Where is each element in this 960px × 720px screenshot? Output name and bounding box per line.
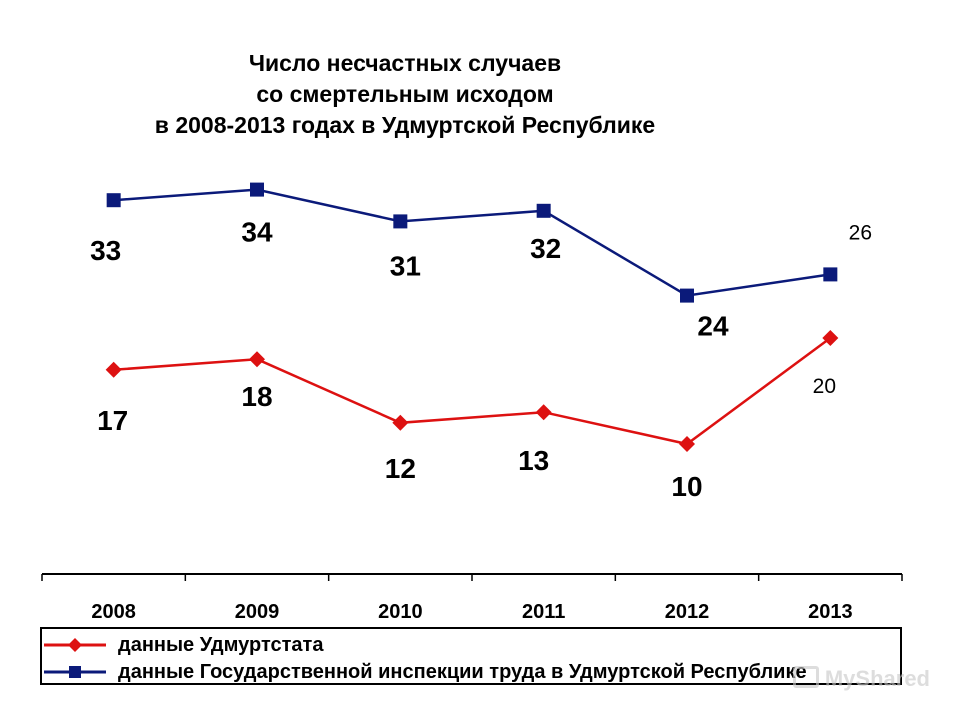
data-point-square: [823, 267, 838, 282]
chart-legend: [40, 627, 902, 685]
data-label: 31: [390, 250, 421, 281]
data-label: 33: [90, 235, 121, 266]
data-label: 20: [813, 375, 836, 398]
data-point-square: [106, 193, 121, 208]
data-point-diamond: [535, 404, 552, 421]
data-label: 34: [241, 217, 273, 248]
data-label: 24: [697, 311, 729, 342]
legend-label-udmurtstat: данные Удмуртстата: [118, 634, 324, 656]
watermark: MyShared: [792, 666, 930, 692]
square-marker-icon: [44, 666, 106, 678]
data-point-diamond: [105, 361, 122, 378]
data-label: 17: [97, 405, 128, 436]
title-line-2: со смертельным исходом: [256, 81, 554, 107]
x-tick-label: 2008: [91, 601, 136, 623]
x-tick-label: 2012: [665, 601, 710, 623]
series-line: [113, 188, 831, 297]
presentation-icon: [792, 666, 819, 688]
x-tick-label: 2011: [522, 601, 565, 623]
data-point-diamond: [822, 330, 839, 346]
data-label: 26: [849, 221, 872, 244]
data-point-square: [680, 288, 694, 303]
data-point-square: [536, 203, 551, 218]
data-label: 12: [385, 453, 416, 484]
data-label: 32: [530, 233, 561, 264]
data-label: 10: [671, 471, 702, 502]
series-line: [113, 336, 832, 446]
data-label: 18: [241, 381, 272, 412]
data-point-diamond: [249, 351, 265, 368]
title-line-3: в 2008-2013 годах в Удмуртской Республик…: [154, 112, 656, 138]
title-line-1: Число несчастных случаев: [248, 50, 562, 76]
data-point-square: [393, 214, 408, 229]
data-label: 13: [518, 445, 549, 476]
data-point-square: [250, 182, 264, 197]
diamond-marker-icon: [44, 638, 106, 652]
data-point-diamond: [679, 436, 695, 452]
data-point-diamond: [392, 414, 409, 431]
x-tick-label: 2013: [808, 601, 853, 623]
watermark-text: MyShared: [824, 666, 930, 691]
chart-title: Число несчастных случаев со смертельным …: [105, 48, 705, 141]
x-tick-label: 2009: [235, 601, 280, 623]
x-tick-label: 2010: [378, 601, 423, 623]
legend-label-inspection: данные Государственной инспекции труда в…: [118, 661, 807, 683]
